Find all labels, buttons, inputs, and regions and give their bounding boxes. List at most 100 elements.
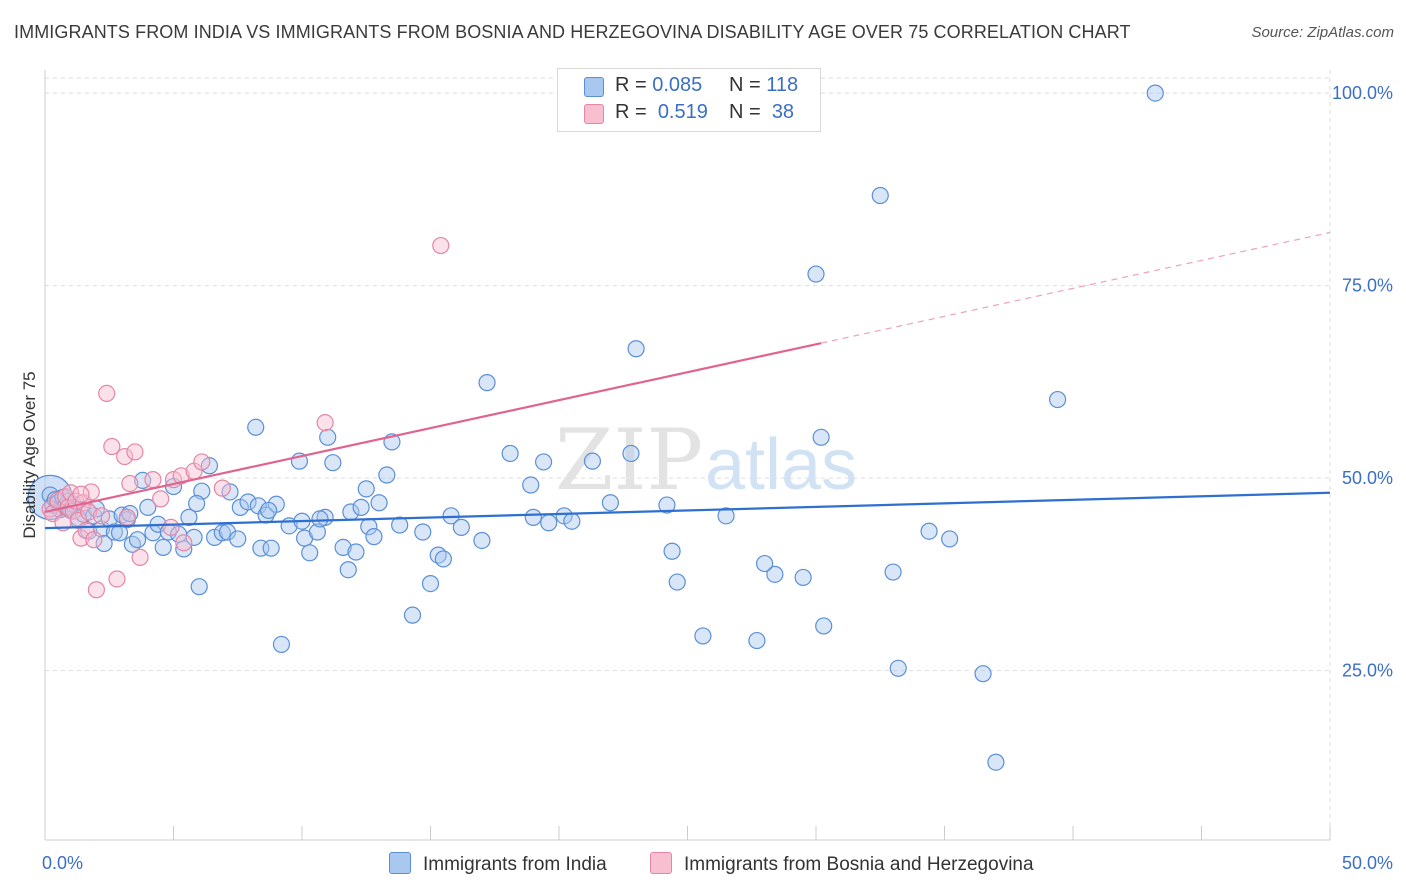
india-point: [357, 480, 375, 498]
bosnia-point: [432, 236, 450, 255]
series-india-points: [27, 84, 1164, 771]
india-point: [365, 528, 383, 546]
india-point: [663, 542, 681, 560]
india-point: [185, 528, 203, 546]
bosnia-point: [126, 443, 144, 461]
india-point: [941, 530, 959, 548]
india-point: [272, 635, 291, 654]
india-point: [247, 418, 265, 436]
india-point: [301, 544, 319, 562]
india-point: [154, 538, 172, 557]
india-r-label: R =: [615, 74, 647, 96]
india-point: [403, 606, 422, 624]
bosnia-swatch: [584, 104, 604, 124]
chart-title: IMMIGRANTS FROM INDIA VS IMMIGRANTS FROM…: [14, 22, 1131, 42]
bosnia-point: [108, 570, 126, 588]
y-tick-label: 50.0%: [1342, 468, 1393, 488]
india-point: [229, 530, 247, 548]
source-label: Source: ZipAtlas.com: [1251, 24, 1394, 41]
india-point: [414, 523, 432, 541]
india-point: [884, 563, 902, 581]
india-point: [378, 466, 396, 484]
bosnia-point: [162, 518, 180, 536]
legend-row-india: R = 0.085 N = 118: [558, 73, 820, 99]
india-n-value: 118: [766, 74, 799, 96]
india-point: [812, 428, 830, 446]
bosnia-point: [92, 507, 111, 525]
india-trend-line: [44, 491, 1331, 530]
india-point: [1146, 84, 1164, 102]
legend-india-swatch: [389, 852, 411, 874]
bosnia-point: [116, 447, 134, 466]
india-point: [766, 565, 784, 583]
india-n-label: N =: [729, 74, 761, 96]
legend-item-india: Immigrants from India: [389, 852, 607, 876]
india-point: [627, 340, 645, 358]
india-point: [748, 631, 766, 650]
legend-row-bosnia: R = 0.519 N = 38: [558, 100, 820, 126]
bosnia-point: [98, 384, 116, 402]
india-point: [259, 501, 278, 520]
y-tick-label: 75.0%: [1342, 276, 1393, 296]
bosnia-n-label: N =: [729, 101, 761, 123]
india-point: [190, 578, 208, 596]
india-point: [622, 444, 640, 463]
india-point: [188, 494, 206, 513]
legend-bosnia-label: Immigrants from Bosnia and Herzegovina: [684, 854, 1034, 875]
y-axis-label: Disability Age Over 75: [20, 371, 39, 538]
bosnia-point: [152, 490, 170, 508]
india-point: [391, 516, 409, 534]
india-point: [473, 531, 491, 550]
india-point: [95, 534, 113, 553]
india-point: [319, 428, 337, 446]
india-point: [717, 507, 735, 525]
india-swatch: [584, 77, 604, 97]
bosnia-trend-line: [44, 342, 822, 514]
bosnia-point: [144, 471, 162, 489]
tick-labels: 25.0% 50.0% 75.0% 100.0% 0.0% 50.0%: [42, 83, 1393, 873]
india-point: [794, 568, 812, 587]
india-point: [421, 574, 440, 593]
bosnia-point: [131, 548, 149, 567]
india-point: [920, 522, 938, 540]
india-point: [123, 535, 141, 553]
india-point: [540, 514, 558, 532]
india-point: [128, 531, 147, 549]
india-point: [815, 617, 833, 635]
india-point: [755, 554, 774, 573]
india-point: [370, 494, 388, 512]
india-point: [524, 508, 542, 526]
bosnia-point: [82, 483, 100, 501]
india-point: [200, 457, 219, 475]
india-point: [139, 498, 157, 516]
bosnia-trend-line-extension: [821, 231, 1331, 344]
india-point: [987, 753, 1005, 771]
bosnia-point: [121, 474, 139, 493]
india-point: [871, 186, 889, 205]
india-point: [180, 508, 198, 526]
trend-lines: [44, 231, 1331, 530]
bosnia-point: [80, 503, 98, 521]
india-point: [889, 659, 907, 677]
india-point: [658, 496, 676, 514]
india-point: [478, 374, 496, 392]
india-point: [534, 453, 553, 471]
india-point: [308, 523, 327, 541]
bosnia-point: [85, 531, 103, 549]
india-point: [1048, 390, 1067, 409]
india-point: [311, 510, 329, 528]
watermark-zip: ZIP: [555, 411, 703, 509]
correlation-legend: R = 0.085 N = 118 R = 0.519 N = 38: [557, 68, 821, 132]
india-point: [807, 265, 825, 283]
india-point: [339, 561, 357, 579]
bosnia-point: [103, 437, 121, 456]
watermark: ZIP atlas: [555, 411, 857, 509]
bosnia-point: [213, 479, 231, 497]
india-point: [175, 540, 193, 558]
india-point: [522, 476, 540, 494]
india-point: [352, 498, 370, 516]
india-point: [324, 454, 342, 472]
india-point: [239, 493, 257, 511]
india-r-value: 0.085: [652, 74, 703, 96]
